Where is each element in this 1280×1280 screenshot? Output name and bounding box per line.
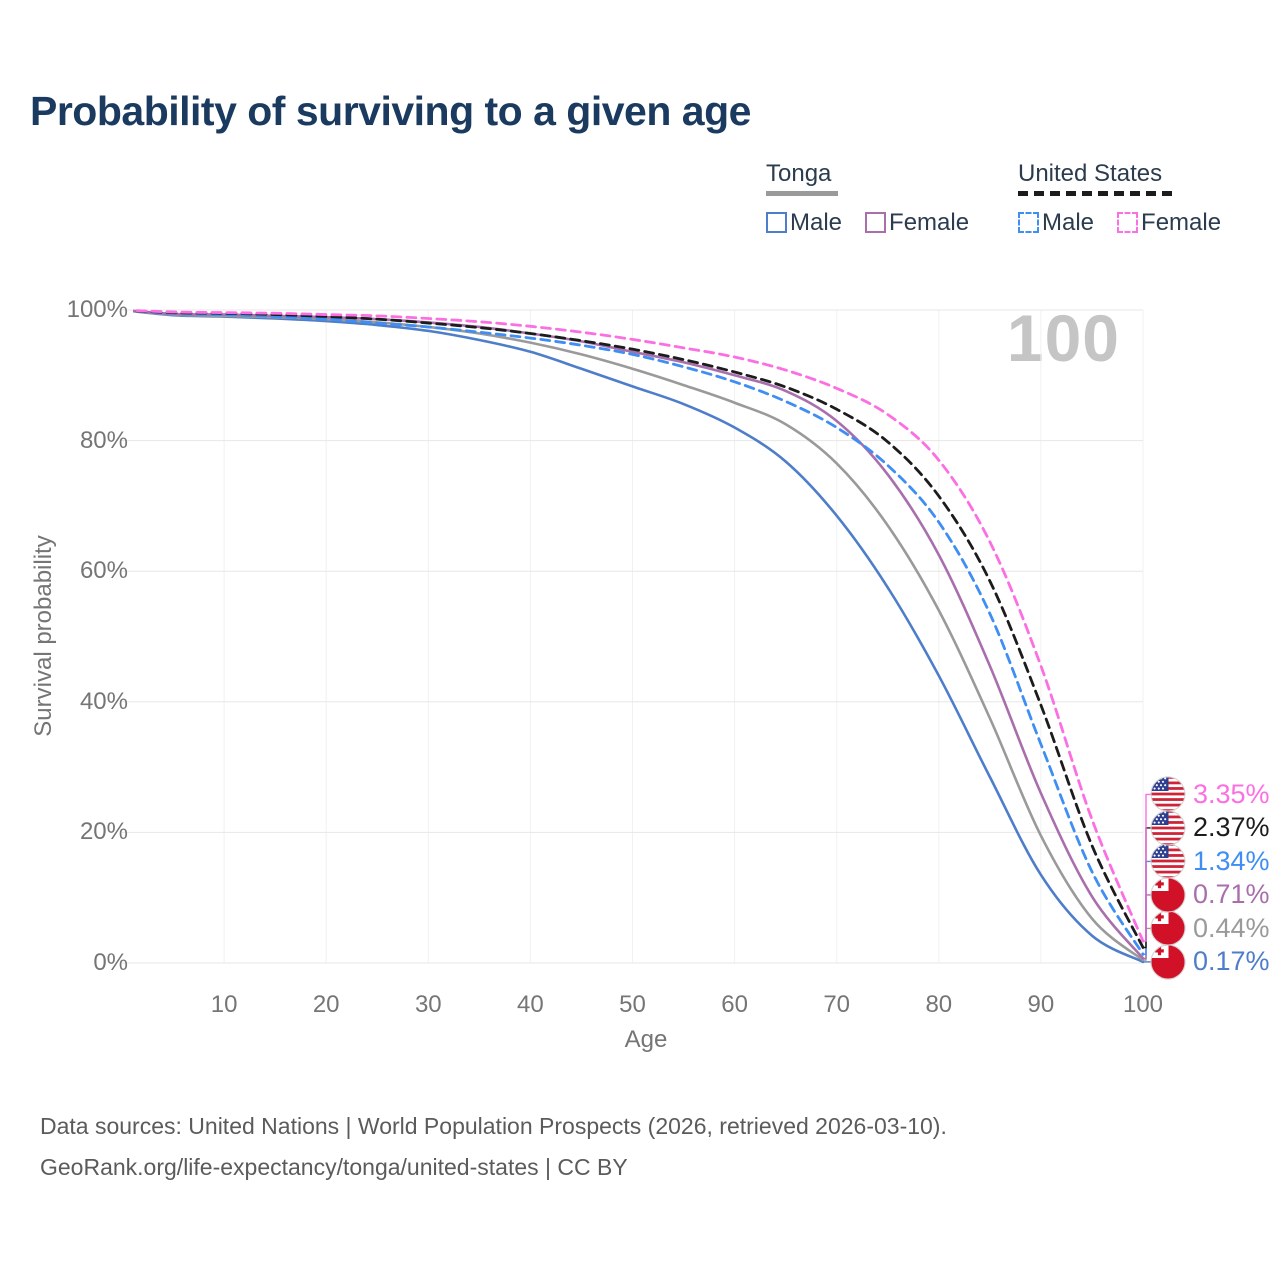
tonga-flag-icon [1150,944,1186,980]
legend-item-tonga-male[interactable]: Male [766,209,842,237]
legend-tonga-female-label: Female [889,208,970,236]
legend-tonga-header[interactable]: Tonga [766,160,838,196]
x-tick-label: 40 [517,991,544,1018]
x-axis-title: Age [624,1026,668,1053]
legend-tonga-label: Tonga [766,160,832,187]
legend-us-female-label: Female [1141,208,1222,236]
tonga-flag-icon [1150,910,1186,946]
x-tick-label: 10 [210,991,238,1018]
x-tick-label: 60 [721,991,748,1018]
legend-us-label: United States [1018,160,1163,187]
us-female-swatch-icon [1117,212,1139,233]
footer: Data sources: United Nations | World Pop… [40,1106,947,1188]
us-flag-icon [1150,810,1186,846]
x-tick-label: 80 [925,991,953,1018]
end-value-us-female: 3.35% [1193,778,1270,809]
end-value-us-male: 1.34% [1193,845,1270,876]
legend-us-header[interactable]: United States [1018,160,1176,196]
tonga-male-swatch-icon [766,212,787,233]
end-value-us-all: 2.37% [1193,812,1270,843]
footer-link: GeoRank.org/life-expectancy/tonga/united… [40,1154,628,1180]
us-flag-icon [1150,776,1186,812]
curve-us-male [133,309,1145,956]
curve-tonga-male [133,309,1145,964]
footer-sources: Data sources: United Nations | World Pop… [40,1113,947,1139]
us-male-swatch-icon [1018,212,1039,233]
y-tick-label: 100% [66,296,128,323]
us-all-line-swatch [1018,191,1176,196]
tonga-female-swatch-icon [865,212,887,233]
legend-item-us-female[interactable]: Female [1117,209,1221,237]
y-axis-title: Survival probability [30,535,57,737]
legend-us-male-label: Male [1042,208,1095,236]
x-tick-label: 100 [1122,991,1164,1018]
end-value-tonga-all: 0.44% [1193,912,1270,943]
y-tick-label: 60% [79,557,128,585]
y-tick-label: 20% [79,818,128,846]
page-title: Probability of surviving to a given age [30,88,751,134]
tonga-flag-icon [1150,877,1186,913]
x-tick-label: 50 [619,991,646,1018]
x-tick-label: 70 [823,991,851,1018]
legend-us-items: Male Female [1018,209,1244,237]
legend-item-tonga-female[interactable]: Female [865,209,969,237]
tonga-all-line-swatch [766,191,838,196]
end-label-us-male: 1.34% [1150,843,1270,879]
legend-item-us-male[interactable]: Male [1018,209,1094,237]
y-tick-label: 80% [79,426,128,454]
end-label-tonga-all: 0.44% [1150,910,1270,946]
end-label-us-female: 3.35% [1150,776,1270,812]
end-label-tonga-female: 0.71% [1150,877,1270,913]
end-value-tonga-female: 0.71% [1193,879,1270,910]
end-label-us-all: 2.37% [1150,810,1270,846]
us-flag-icon [1150,843,1186,879]
x-tick-label: 30 [414,991,442,1018]
y-tick-label: 40% [79,687,128,715]
end-label-tonga-male: 0.17% [1150,944,1270,980]
legend-tonga-male-label: Male [790,208,843,236]
y-tick-label: 0% [93,949,128,976]
legend-group-tonga: Tonga Male Female [766,160,992,237]
x-tick-label: 20 [312,991,340,1018]
curve-us-all [133,309,1145,949]
x-tick-label: 90 [1027,991,1055,1018]
curve-us-female [133,309,1145,943]
legend-group-united-states: United States Male Female [1018,160,1244,237]
end-value-tonga-male: 0.17% [1193,946,1270,977]
legend-tonga-items: Male Female [766,209,992,237]
age-watermark: 100 [1006,301,1120,375]
connector-us-female [1143,793,1152,942]
